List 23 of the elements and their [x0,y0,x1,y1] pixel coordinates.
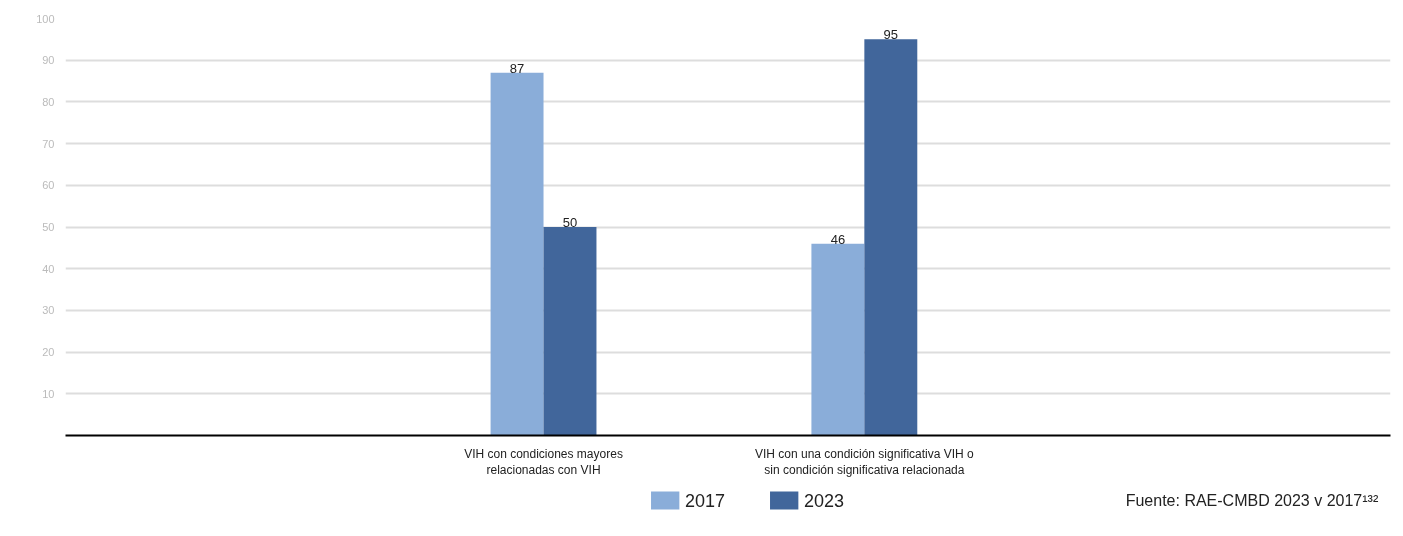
y-tick-label: 80 [42,95,55,108]
data-label: 50 [562,215,578,230]
source-note: Fuente: RAE-CMBD 2023 v 2017¹³² [1125,492,1379,509]
y-tick-label: 20 [42,346,55,359]
bar [811,243,865,436]
bar [864,39,918,436]
x-tick-label: VIH con una condición significativa VIH o sin condición significativa relacionada [754,446,975,478]
data-label: 87 [509,60,525,76]
y-tick-label: 30 [42,304,55,317]
y-tick-label: 40 [42,262,55,275]
y-tick-label: 90 [42,54,55,67]
data-label: 95 [883,27,899,43]
y-tick-label: 100 [36,12,55,25]
bar [490,72,544,436]
x-tick-label: VIH con condiciones mayores relacionadas con VIH [464,446,623,478]
legend-label: 2017 [685,491,726,511]
y-tick-label: 60 [42,179,55,192]
y-tick-label: 50 [42,221,55,233]
y-tick-label: 10 [42,387,55,400]
bar [543,227,597,436]
y-tick-label: 70 [42,137,55,150]
legend-label: 2023 [804,491,845,511]
data-label: 46 [830,231,846,247]
